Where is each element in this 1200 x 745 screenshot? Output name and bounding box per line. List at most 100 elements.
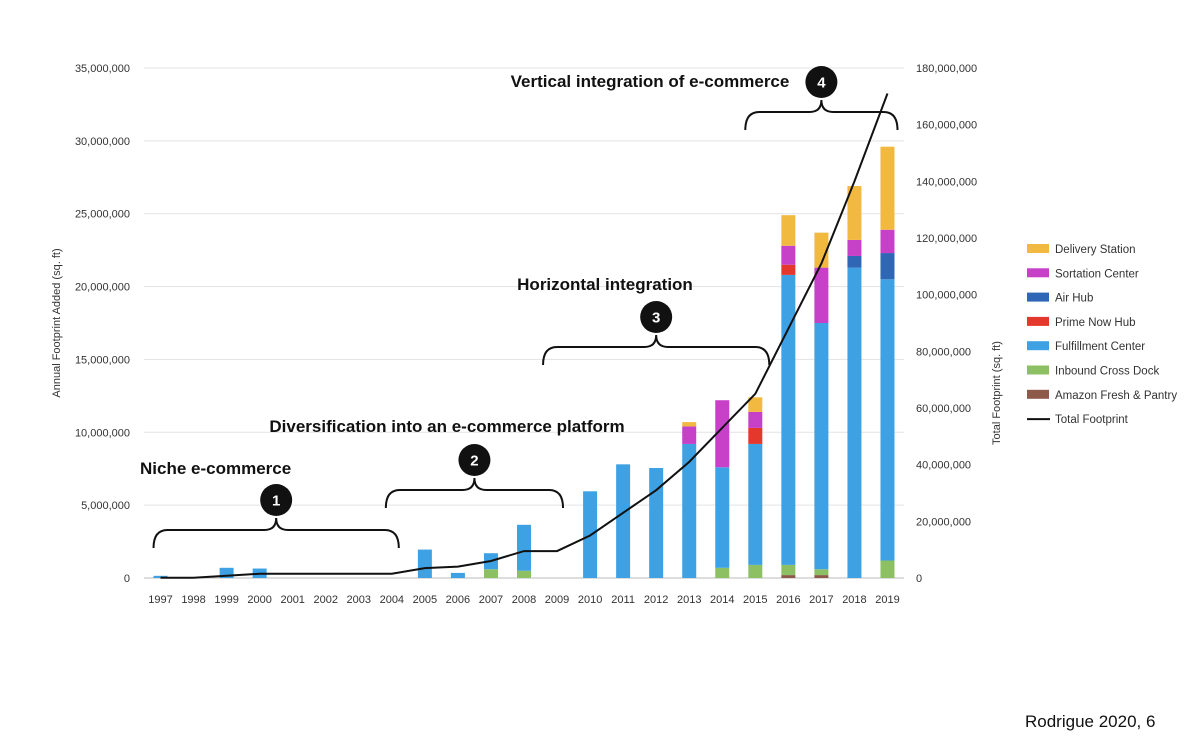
badge-1-label: 1 [272, 493, 280, 510]
bar-fulfillment-center-1999 [219, 567, 234, 578]
y-tick-label: 35,000,000 [75, 63, 130, 75]
bar-amazon-fresh-pantry-2016 [781, 575, 796, 578]
bar-inbound-cross-dock-2007 [483, 569, 498, 578]
x-tick-label: 1997 [148, 594, 172, 606]
bar-inbound-cross-dock-2017 [814, 569, 829, 576]
bar-air-hub-2019 [880, 253, 895, 280]
x-tick-label: 2009 [545, 594, 569, 606]
bar-delivery-station-2019 [880, 146, 895, 230]
badge-2 [458, 444, 491, 476]
bar-fulfillment-center-2017 [814, 323, 829, 570]
citation: Rodrigue 2020, 6 [1025, 712, 1156, 731]
legend-swatch-air-hub [1027, 292, 1049, 302]
y2-tick-label: 140,000,000 [916, 176, 977, 188]
bar-sortation-center-2017 [814, 267, 829, 323]
legend-label-amazon-fresh-pantry: Amazon Fresh & Pantry [1055, 390, 1177, 402]
legend-swatch-delivery-station [1027, 244, 1049, 253]
brace-4 [744, 99, 899, 131]
y-tick-label: 5,000,000 [81, 500, 130, 512]
x-tick-label: 2012 [644, 594, 668, 606]
bar-sortation-center-2016 [781, 245, 796, 265]
x-tick-label: 2011 [611, 594, 635, 606]
phase-label-1: Niche e-commerce [140, 459, 291, 478]
x-tick-label: 2014 [710, 594, 734, 606]
phase-label-2: Diversification into an e-commerce platf… [269, 417, 624, 436]
x-tick-label: 2010 [578, 594, 602, 606]
legend-label-total-footprint: Total Footprint [1055, 414, 1129, 426]
badge-2-label: 2 [470, 453, 478, 470]
y-tick-label: 15,000,000 [75, 354, 130, 366]
bar-sortation-center-2013 [682, 426, 697, 444]
axes: 0 5,000,000 10,000,000 15,000,000 20,000,000… [51, 63, 1003, 606]
bar-inbound-cross-dock-2015 [748, 564, 763, 578]
legend-swatch-inbound-cross-dock [1027, 365, 1049, 375]
brace-1 [152, 517, 400, 549]
bar-prime-now-hub-2016 [781, 264, 796, 275]
x-tick-label: 2004 [380, 594, 404, 606]
y2-tick-label: 120,000,000 [916, 233, 977, 245]
total-footprint-path [160, 93, 889, 579]
brace-3 [542, 334, 771, 366]
bar-sortation-center-2019 [880, 229, 895, 254]
y-tick-label: 0 [124, 573, 130, 585]
legend-label-sortation-center: Sortation Center [1055, 268, 1139, 280]
bar-air-hub-2018 [847, 255, 862, 268]
bar-fulfillment-center-2012 [649, 467, 664, 578]
badge-1 [260, 484, 293, 516]
bar-fulfillment-center-2018 [847, 267, 862, 578]
legend-swatch-prime-now-hub [1027, 316, 1049, 326]
y-axis-title: Annual Footprint Added (sq. ft) [51, 248, 63, 397]
x-tick-label: 1998 [181, 594, 205, 606]
bar-fulfillment-center-2008 [517, 524, 531, 571]
y-tick-label: 10,000,000 [75, 427, 130, 439]
bar-inbound-cross-dock-2019 [880, 560, 895, 578]
legend-swatch-amazon-fresh-pantry [1027, 389, 1049, 399]
x-tick-label: 2007 [479, 594, 503, 606]
x-tick-label: 2017 [809, 594, 833, 606]
badge-3-label: 3 [652, 310, 660, 327]
legend-swatch-sortation-center [1027, 268, 1049, 278]
brace-2 [384, 477, 565, 509]
x-tick-label: 2001 [280, 594, 304, 606]
y2-tick-label: 0 [916, 573, 922, 585]
y2-tick-label: 80,000,000 [916, 346, 971, 358]
bar-prime-now-hub-2015 [748, 427, 763, 444]
legend-label-prime-now-hub: Prime Now Hub [1055, 317, 1136, 329]
y2-tick-label: 60,000,000 [916, 403, 971, 415]
bar-fulfillment-center-2014 [715, 467, 730, 568]
x-tick-label: 2003 [347, 594, 371, 606]
legend-label-delivery-station: Delivery Station [1055, 244, 1136, 256]
x-tick-label: 2002 [313, 594, 337, 606]
legend-swatch-fulfillment-center [1027, 341, 1049, 351]
bar-fulfillment-center-2016 [781, 274, 796, 565]
bar-amazon-fresh-pantry-2017 [814, 575, 829, 578]
y-tick-label: 30,000,000 [75, 136, 130, 148]
bar-inbound-cross-dock-2014 [715, 567, 730, 578]
y-tick-label: 25,000,000 [75, 209, 130, 221]
x-tick-label: 2016 [776, 594, 800, 606]
bar-sortation-center-2018 [847, 239, 862, 256]
x-tick-label: 2018 [842, 594, 866, 606]
x-tick-label: 1999 [214, 594, 238, 606]
bar-delivery-station-2013 [682, 422, 697, 427]
y2-tick-label: 40,000,000 [916, 460, 971, 472]
y2-tick-label: 160,000,000 [916, 120, 977, 132]
badge-3 [640, 301, 673, 333]
phase-label-3: Horizontal integration [517, 275, 693, 294]
bar-fulfillment-center-2019 [880, 279, 895, 561]
bar-delivery-station-2016 [781, 215, 796, 246]
legend: Delivery Station Sortation Center Air Hub P… [1027, 244, 1177, 426]
bar-sortation-center-2015 [748, 411, 763, 428]
bar-inbound-cross-dock-2016 [781, 564, 796, 576]
annotations: 1 Niche e-commerce 2 Diversification into a… [140, 66, 899, 549]
bar-delivery-station-2018 [847, 186, 862, 240]
x-tick-label: 2005 [413, 594, 437, 606]
bar-fulfillment-center-2015 [748, 443, 763, 565]
bar-fulfillment-center-2005 [417, 549, 432, 578]
bar-fulfillment-center-2011 [616, 464, 631, 578]
bar-fulfillment-center-2006 [450, 572, 465, 578]
x-tick-label: 2006 [446, 594, 470, 606]
legend-label-fulfillment-center: Fulfillment Center [1055, 341, 1145, 353]
badge-4 [805, 66, 838, 98]
